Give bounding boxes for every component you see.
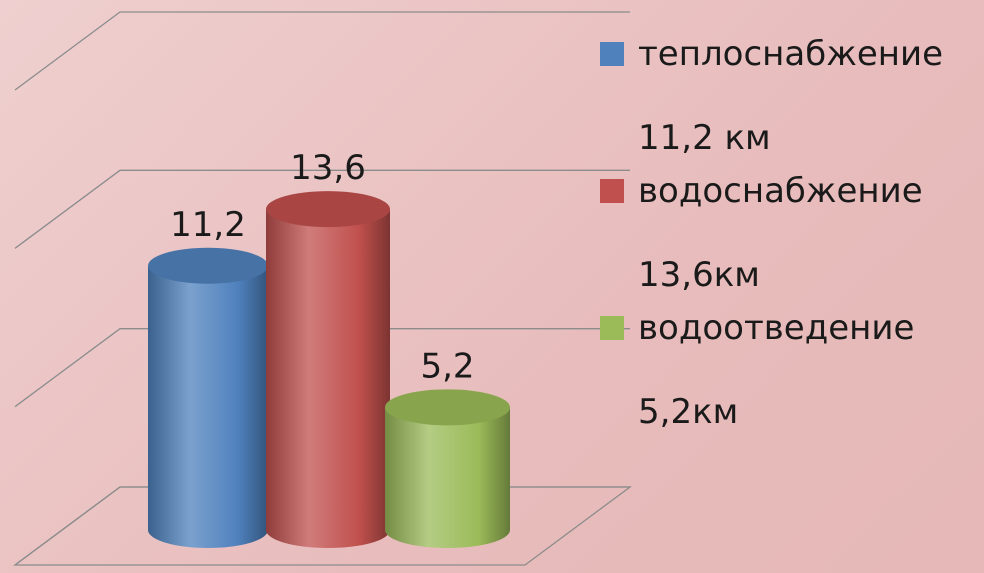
bar-top <box>385 389 510 426</box>
bar-top <box>148 247 268 284</box>
bar-top <box>266 191 390 228</box>
legend-label: водоотведение 5,2км <box>638 308 915 432</box>
data-label: 13,6 <box>290 148 366 188</box>
grid-line <box>14 169 630 249</box>
bar <box>266 209 390 549</box>
bar <box>148 265 268 548</box>
data-label: 11,2 <box>170 205 246 245</box>
legend-swatch <box>600 316 624 340</box>
grid-line <box>14 11 630 91</box>
legend-label: водоснабжение 13,6км <box>638 171 923 295</box>
bar <box>385 407 510 548</box>
data-label: 5,2 <box>420 346 474 386</box>
grid-line <box>14 328 630 408</box>
legend-label: теплоснабжение 11,2 км <box>638 34 944 158</box>
legend-swatch <box>600 42 624 66</box>
legend-swatch <box>600 179 624 203</box>
